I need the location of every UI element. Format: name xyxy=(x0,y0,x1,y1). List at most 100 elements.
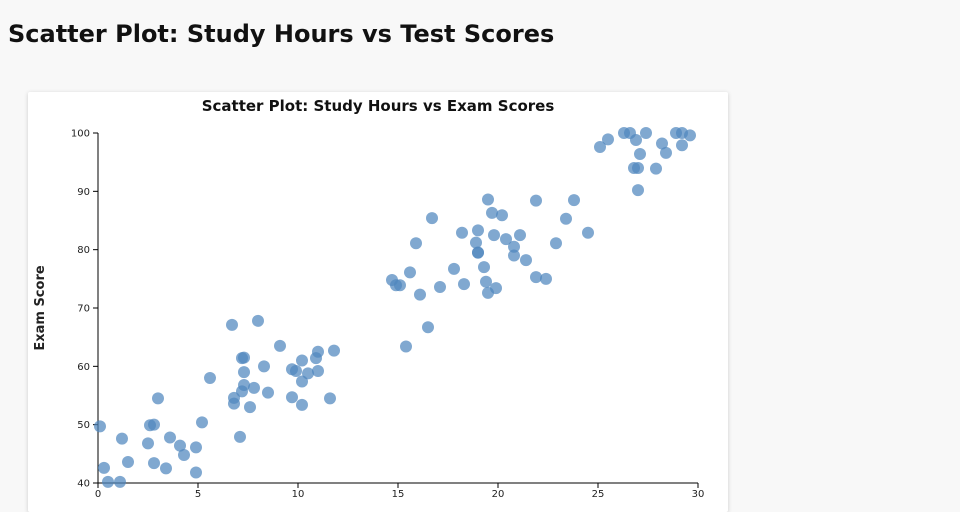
data-point xyxy=(632,162,644,174)
data-point xyxy=(560,212,572,225)
data-point xyxy=(174,439,186,452)
data-point xyxy=(414,288,426,301)
data-point xyxy=(190,441,202,454)
x-tick-label: 20 xyxy=(492,489,505,500)
data-point xyxy=(190,466,202,479)
data-point xyxy=(164,431,176,444)
data-point xyxy=(290,365,302,377)
data-point xyxy=(456,226,468,239)
data-point xyxy=(312,365,324,377)
x-tick-label: 10 xyxy=(292,489,305,500)
data-point xyxy=(248,381,260,394)
data-point xyxy=(634,148,646,160)
data-point xyxy=(116,432,128,445)
data-point xyxy=(486,206,498,219)
data-point xyxy=(488,229,500,242)
data-point xyxy=(296,354,308,367)
data-point xyxy=(602,133,614,146)
data-point xyxy=(312,345,324,358)
data-point xyxy=(204,372,216,384)
data-point xyxy=(114,475,126,488)
y-tick-label: 60 xyxy=(77,362,90,373)
data-point xyxy=(568,194,580,207)
data-point xyxy=(482,193,494,206)
x-tick-label: 15 xyxy=(392,489,405,500)
data-point xyxy=(404,266,416,279)
scatter-chart: 40 50 60 70 80 90 100 0 5 10 15 20 25 30 Exam Score xyxy=(33,127,705,500)
y-tick-label: 100 xyxy=(71,129,90,140)
data-point xyxy=(550,237,562,250)
data-point xyxy=(448,262,460,275)
data-point xyxy=(508,249,520,262)
data-point xyxy=(160,462,172,475)
data-point xyxy=(102,475,114,488)
data-point xyxy=(238,379,250,391)
x-tick-label: 25 xyxy=(592,489,605,500)
x-axis: 0 5 10 15 20 25 30 xyxy=(95,482,705,500)
data-point xyxy=(508,240,520,253)
data-point xyxy=(594,141,606,153)
data-point xyxy=(394,279,406,292)
data-point xyxy=(530,194,542,207)
data-point xyxy=(258,360,270,373)
data-point xyxy=(196,416,208,429)
data-point xyxy=(458,278,470,291)
data-point xyxy=(148,457,160,470)
data-point xyxy=(274,339,286,352)
y-tick-label: 80 xyxy=(77,245,90,256)
data-point xyxy=(630,134,642,146)
chart-title: Scatter Plot: Study Hours vs Exam Scores xyxy=(201,97,555,115)
data-point xyxy=(660,146,672,159)
data-point xyxy=(296,398,308,411)
data-point xyxy=(472,246,484,259)
data-points xyxy=(94,127,696,488)
chart-card: Scatter Plot: Study Hours vs Exam Scores… xyxy=(28,92,728,512)
data-point xyxy=(142,437,154,450)
data-point xyxy=(234,430,246,443)
data-point xyxy=(426,212,438,225)
x-tick-label: 30 xyxy=(692,489,705,500)
data-point xyxy=(632,184,644,197)
y-tick-label: 70 xyxy=(77,304,90,315)
data-point xyxy=(520,254,532,267)
data-point xyxy=(496,209,508,222)
y-tick-label: 50 xyxy=(77,420,90,431)
data-point xyxy=(98,461,110,474)
data-point xyxy=(238,351,250,364)
data-point xyxy=(582,226,594,239)
y-axis: 40 50 60 70 80 90 100 xyxy=(71,129,99,490)
data-point xyxy=(422,321,434,334)
data-point xyxy=(262,386,274,399)
data-point xyxy=(470,236,482,249)
data-point xyxy=(676,139,688,152)
data-point xyxy=(238,366,250,379)
data-point xyxy=(472,224,484,237)
data-point xyxy=(650,162,662,175)
data-point xyxy=(400,340,412,353)
data-point xyxy=(148,418,160,431)
data-point xyxy=(478,261,490,274)
data-point xyxy=(226,318,238,331)
data-point xyxy=(410,237,422,250)
data-point xyxy=(490,282,502,295)
data-point xyxy=(480,275,492,288)
x-tick-label: 0 xyxy=(95,489,101,500)
data-point xyxy=(252,314,264,327)
data-point xyxy=(328,344,340,357)
data-point xyxy=(540,272,552,285)
data-point xyxy=(178,449,190,461)
data-point xyxy=(684,129,696,142)
data-point xyxy=(500,233,512,246)
data-point xyxy=(244,401,256,414)
data-point xyxy=(640,127,652,139)
data-point xyxy=(656,137,668,150)
data-point xyxy=(228,391,240,404)
data-point xyxy=(324,392,336,405)
data-point xyxy=(94,420,106,433)
y-tick-label: 90 xyxy=(77,187,90,198)
y-tick-label: 40 xyxy=(77,479,90,490)
x-tick-label: 5 xyxy=(195,489,201,500)
y-axis-label: Exam Score xyxy=(33,265,48,351)
page-title: Scatter Plot: Study Hours vs Test Scores xyxy=(8,20,555,48)
data-point xyxy=(514,229,526,242)
